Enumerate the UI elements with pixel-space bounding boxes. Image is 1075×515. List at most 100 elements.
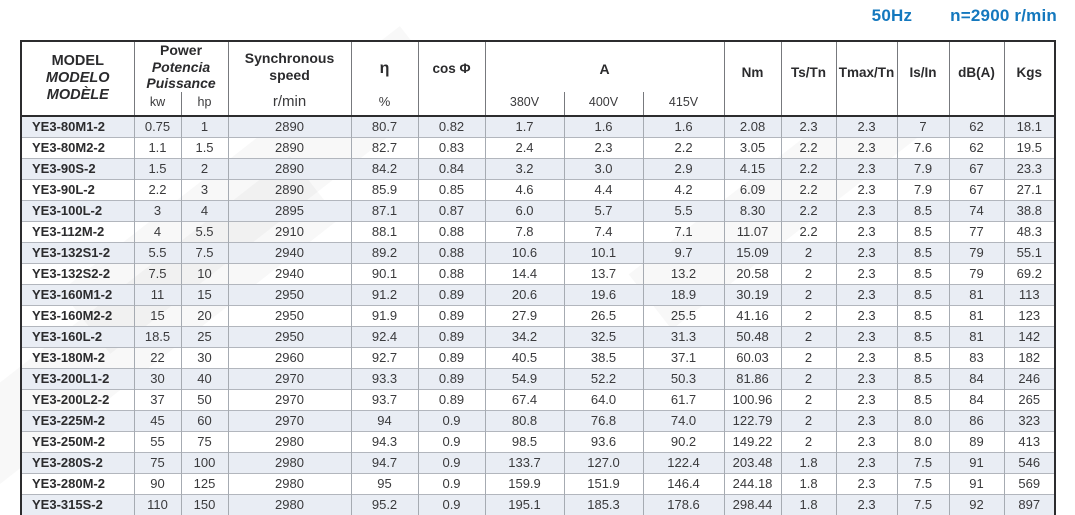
cell-tmax-tn: 2.3: [835, 178, 898, 201]
cell-a-400v: 10.1: [563, 241, 644, 264]
cell-a-415v: 4.2: [642, 178, 725, 201]
cell-a-415v: 2.9: [642, 157, 725, 180]
cell-model: YE3-250M-2: [21, 430, 134, 453]
cell-sync-speed: 2970: [227, 409, 352, 432]
cell-kgs: 38.8: [1003, 199, 1056, 222]
cell-sync-speed: 2950: [227, 325, 352, 348]
cell-kgs: 246: [1003, 367, 1056, 390]
cell-is-in: 7.9: [896, 157, 950, 180]
cell-efficiency: 89.2: [350, 241, 419, 264]
cell-kw: 55: [133, 430, 181, 453]
cell-model: YE3-160M2-2: [21, 304, 134, 327]
subcol-header-percent: %: [350, 91, 419, 116]
cell-cos-phi: 0.88: [417, 262, 486, 285]
subcol-header-hp: hp: [180, 91, 229, 116]
table-header: MODEL MODELO MODÈLE Power Potencia Puiss…: [21, 41, 1056, 116]
cell-kw: 4: [133, 220, 181, 243]
cell-dba: 77: [948, 220, 1005, 243]
cell-is-in: 7.5: [896, 472, 950, 495]
cell-a-380v: 3.2: [484, 157, 565, 180]
cell-ts-tn: 2: [780, 325, 837, 348]
cell-nm: 15.09: [723, 241, 782, 264]
cell-a-380v: 6.0: [484, 199, 565, 222]
cell-sync-speed: 2960: [227, 346, 352, 369]
cell-model: YE3-132S1-2: [21, 241, 134, 264]
cell-tmax-tn: 2.3: [835, 114, 898, 138]
cell-efficiency: 94.7: [350, 451, 419, 474]
cell-tmax-tn: 2.3: [835, 451, 898, 474]
cell-a-380v: 20.6: [484, 283, 565, 306]
cell-ts-tn: 2: [780, 430, 837, 453]
cell-kgs: 27.1: [1003, 178, 1056, 201]
cell-sync-speed: 2970: [227, 388, 352, 411]
table-row: YE3-100L-2 3 4 2895 87.1 0.87 6.0 5.7 5.5 8.30 2.2…: [21, 199, 1056, 222]
cell-a-380v: 80.8: [484, 409, 565, 432]
cell-tmax-tn: 2.3: [835, 472, 898, 495]
cell-ts-tn: 2: [780, 388, 837, 411]
table-row: YE3-280S-2 75 100 2980 94.7 0.9 133.7 127.0 122.…: [21, 451, 1056, 474]
cell-hp: 40: [180, 367, 229, 390]
subcol-header-kw: kw: [133, 91, 181, 116]
cell-dba: 81: [948, 283, 1005, 306]
motor-spec-table: MODEL MODELO MODÈLE Power Potencia Puiss…: [20, 40, 1057, 515]
col-header-current: A: [484, 41, 725, 92]
cell-a-380v: 54.9: [484, 367, 565, 390]
cell-kgs: 19.5: [1003, 136, 1056, 159]
cell-efficiency: 95: [350, 472, 419, 495]
cell-model: YE3-132S2-2: [21, 262, 134, 285]
cell-a-400v: 26.5: [563, 304, 644, 327]
cell-is-in: 8.5: [896, 388, 950, 411]
cell-tmax-tn: 2.3: [835, 136, 898, 159]
cell-cos-phi: 0.9: [417, 472, 486, 495]
col-header-dba: dB(A): [948, 41, 1005, 116]
cell-tmax-tn: 2.3: [835, 493, 898, 515]
cell-nm: 30.19: [723, 283, 782, 306]
cell-a-415v: 1.6: [642, 114, 725, 138]
frequency-label: 50Hz: [871, 6, 913, 25]
table-row: YE3-80M1-2 0.75 1 2890 80.7 0.82 1.7 1.6 1.6 2.08…: [21, 114, 1056, 138]
cell-cos-phi: 0.82: [417, 114, 486, 138]
col-header-kgs: Kgs: [1003, 41, 1056, 116]
cell-hp: 60: [180, 409, 229, 432]
cell-cos-phi: 0.84: [417, 157, 486, 180]
cell-a-380v: 67.4: [484, 388, 565, 411]
cell-is-in: 8.5: [896, 367, 950, 390]
cell-is-in: 7.9: [896, 178, 950, 201]
cell-model: YE3-315S-2: [21, 493, 134, 515]
cell-a-400v: 13.7: [563, 262, 644, 285]
col-header-efficiency: η: [350, 41, 419, 92]
cell-model: YE3-160M1-2: [21, 283, 134, 306]
table-row: YE3-132S1-2 5.5 7.5 2940 89.2 0.88 10.6 10.1 9.7…: [21, 241, 1056, 264]
cell-dba: 83: [948, 346, 1005, 369]
cell-hp: 2: [180, 157, 229, 180]
cell-kw: 1.1: [133, 136, 181, 159]
cell-a-415v: 122.4: [642, 451, 725, 474]
cell-nm: 298.44: [723, 493, 782, 515]
cell-hp: 7.5: [180, 241, 229, 264]
cell-a-380v: 159.9: [484, 472, 565, 495]
cell-nm: 2.08: [723, 114, 782, 138]
cell-kw: 2.2: [133, 178, 181, 201]
cell-a-380v: 195.1: [484, 493, 565, 515]
table-row: YE3-225M-2 45 60 2970 94 0.9 80.8 76.8 74.0 122.7…: [21, 409, 1056, 432]
cell-kgs: 265: [1003, 388, 1056, 411]
cell-cos-phi: 0.88: [417, 220, 486, 243]
cell-cos-phi: 0.9: [417, 493, 486, 515]
cell-ts-tn: 2: [780, 304, 837, 327]
cell-tmax-tn: 2.3: [835, 199, 898, 222]
cell-a-400v: 151.9: [563, 472, 644, 495]
cell-efficiency: 93.3: [350, 367, 419, 390]
cell-a-400v: 52.2: [563, 367, 644, 390]
cell-cos-phi: 0.89: [417, 304, 486, 327]
cell-sync-speed: 2950: [227, 283, 352, 306]
table-row: YE3-112M-2 4 5.5 2910 88.1 0.88 7.8 7.4 7.1 11.07…: [21, 220, 1056, 243]
cell-a-380v: 1.7: [484, 114, 565, 138]
cell-hp: 15: [180, 283, 229, 306]
cell-kgs: 48.3: [1003, 220, 1056, 243]
cell-sync-speed: 2940: [227, 262, 352, 285]
cell-hp: 100: [180, 451, 229, 474]
cell-a-400v: 127.0: [563, 451, 644, 474]
cell-a-400v: 19.6: [563, 283, 644, 306]
cell-kw: 0.75: [133, 114, 181, 138]
cell-model: YE3-280S-2: [21, 451, 134, 474]
